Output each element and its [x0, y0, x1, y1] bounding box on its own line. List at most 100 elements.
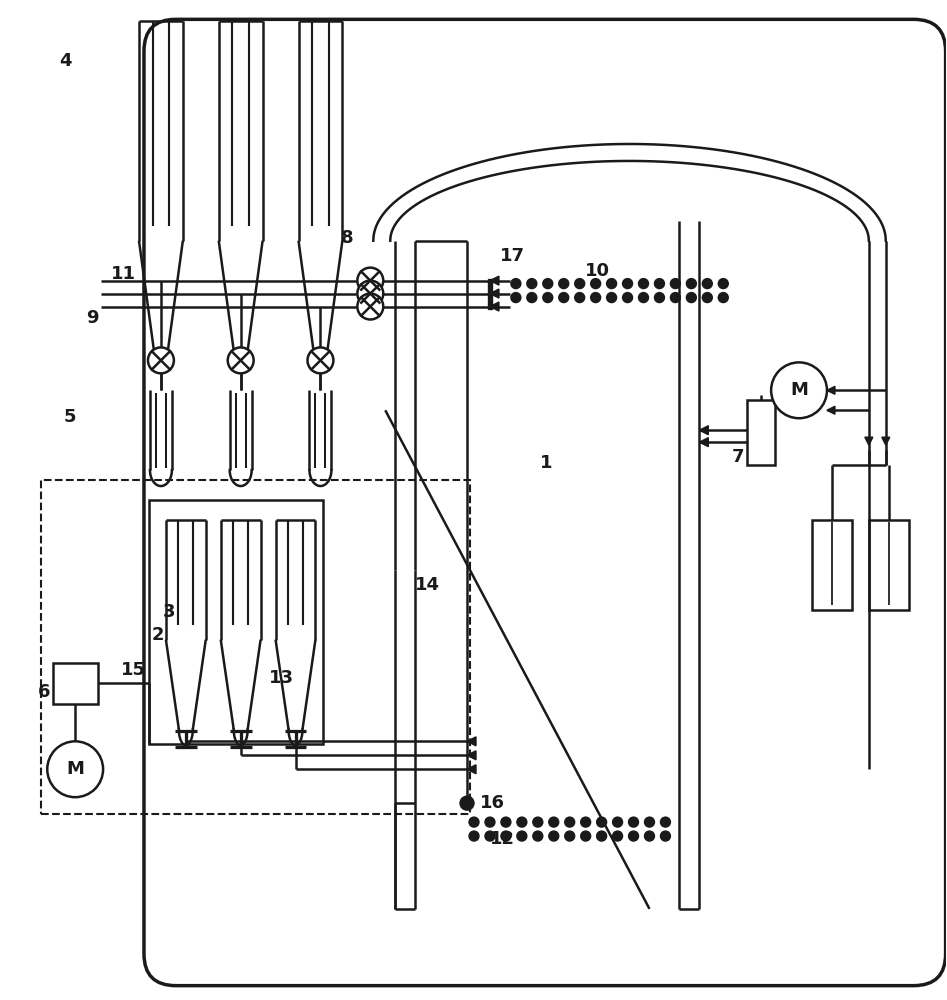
Circle shape	[564, 831, 575, 841]
Bar	[488, 279, 491, 309]
Text: 11: 11	[111, 265, 136, 283]
Text: M: M	[66, 760, 84, 778]
Text: 3: 3	[163, 603, 175, 621]
Circle shape	[597, 831, 607, 841]
Text: 7: 7	[732, 448, 744, 466]
Circle shape	[718, 293, 728, 303]
Circle shape	[575, 279, 584, 289]
Text: 13: 13	[269, 669, 294, 687]
Polygon shape	[827, 386, 835, 394]
Text: 2: 2	[152, 626, 165, 644]
Text: 6: 6	[38, 683, 51, 701]
Circle shape	[543, 293, 553, 303]
Circle shape	[629, 831, 638, 841]
Circle shape	[613, 831, 622, 841]
Text: 14: 14	[415, 576, 440, 594]
Circle shape	[607, 279, 616, 289]
Text: 5: 5	[63, 408, 76, 426]
Circle shape	[660, 831, 670, 841]
Circle shape	[638, 293, 649, 303]
Circle shape	[638, 279, 649, 289]
Text: 15: 15	[121, 661, 146, 679]
Circle shape	[575, 293, 584, 303]
Circle shape	[687, 293, 696, 303]
Circle shape	[501, 817, 510, 827]
Text: 8: 8	[340, 229, 353, 247]
Polygon shape	[490, 302, 499, 311]
Bar	[149, 500, 324, 744]
Polygon shape	[699, 426, 708, 435]
Bar	[747, 400, 775, 465]
Circle shape	[469, 831, 479, 841]
Circle shape	[564, 817, 575, 827]
Circle shape	[645, 831, 654, 841]
Circle shape	[485, 817, 495, 827]
Text: 10: 10	[584, 262, 610, 280]
Circle shape	[645, 817, 654, 827]
Polygon shape	[467, 737, 476, 746]
Circle shape	[533, 817, 543, 827]
Circle shape	[510, 279, 521, 289]
Circle shape	[670, 279, 680, 289]
Circle shape	[469, 817, 479, 827]
Bar	[812, 520, 852, 610]
Circle shape	[687, 279, 696, 289]
Text: 9: 9	[86, 309, 98, 327]
Circle shape	[718, 279, 728, 289]
Circle shape	[148, 347, 174, 373]
Circle shape	[533, 831, 543, 841]
Polygon shape	[467, 765, 476, 774]
Circle shape	[622, 293, 633, 303]
Circle shape	[703, 293, 712, 303]
Circle shape	[581, 831, 591, 841]
Circle shape	[559, 279, 569, 289]
Polygon shape	[699, 438, 708, 447]
Text: M: M	[790, 381, 808, 399]
Polygon shape	[882, 437, 890, 445]
Bar	[42, 480, 470, 814]
Circle shape	[357, 294, 384, 320]
Circle shape	[308, 347, 333, 373]
Circle shape	[591, 279, 600, 289]
Circle shape	[559, 293, 569, 303]
Circle shape	[581, 817, 591, 827]
Text: 4: 4	[60, 52, 72, 70]
Circle shape	[517, 817, 527, 827]
Text: 17: 17	[500, 247, 525, 265]
Polygon shape	[865, 437, 873, 445]
Circle shape	[548, 831, 559, 841]
Circle shape	[771, 362, 827, 418]
Circle shape	[654, 293, 665, 303]
Polygon shape	[490, 289, 499, 298]
Circle shape	[703, 279, 712, 289]
Circle shape	[485, 831, 495, 841]
Circle shape	[670, 293, 680, 303]
Text: 12: 12	[490, 830, 515, 848]
Circle shape	[510, 293, 521, 303]
Circle shape	[622, 279, 633, 289]
Circle shape	[527, 279, 537, 289]
Circle shape	[527, 293, 537, 303]
Polygon shape	[467, 751, 476, 760]
Circle shape	[548, 817, 559, 827]
Circle shape	[501, 831, 510, 841]
Circle shape	[227, 347, 254, 373]
Circle shape	[460, 796, 474, 810]
Circle shape	[613, 817, 622, 827]
Circle shape	[357, 281, 384, 307]
Circle shape	[629, 817, 638, 827]
Circle shape	[607, 293, 616, 303]
Bar	[868, 520, 909, 610]
Bar	[53, 663, 98, 704]
Circle shape	[47, 741, 103, 797]
Circle shape	[357, 268, 384, 294]
Polygon shape	[827, 406, 835, 414]
Circle shape	[543, 279, 553, 289]
Circle shape	[591, 293, 600, 303]
Text: 16: 16	[480, 794, 505, 812]
Circle shape	[660, 817, 670, 827]
Polygon shape	[490, 276, 499, 285]
Text: 1: 1	[540, 454, 552, 472]
Circle shape	[654, 279, 665, 289]
Circle shape	[517, 831, 527, 841]
